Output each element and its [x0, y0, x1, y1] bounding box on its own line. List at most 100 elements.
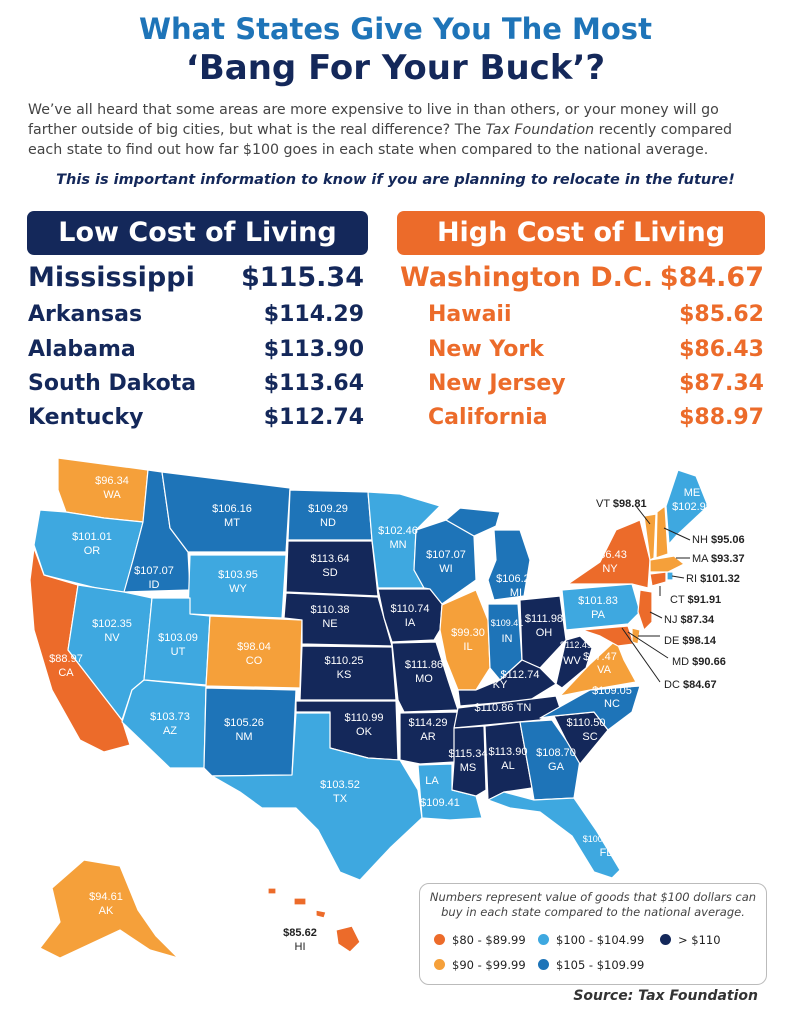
label-AL-abbr: AL — [501, 760, 514, 772]
callout-VT: VT $98.81 — [596, 498, 647, 510]
state-MS — [451, 725, 487, 797]
label-ID-value: $107.07 — [134, 565, 174, 577]
label-TX-value: $103.52 — [320, 779, 360, 791]
state-CA — [29, 547, 131, 753]
label-HI-abbr: HI — [295, 941, 306, 953]
state-MD — [581, 625, 635, 647]
label-WA-abbr: WA — [103, 489, 121, 501]
low-rank-2: Arkansas $114.29 — [28, 302, 364, 330]
callout-NJ: NJ $87.34 — [664, 614, 715, 626]
label-MT-abbr: MT — [224, 517, 240, 529]
state-name: Washington D.C. — [400, 262, 653, 293]
label-IA-abbr: IA — [405, 617, 416, 629]
legend-note: Numbers represent value of goods that $1… — [429, 890, 757, 919]
state-WY — [187, 554, 287, 619]
label-PA-value: $101.83 — [578, 595, 618, 607]
state-value: $87.34 — [679, 371, 764, 396]
high-rank-2: Hawaii $85.62 — [428, 302, 764, 330]
map-legend: Numbers represent value of goods that $1… — [419, 883, 767, 985]
state-VA — [559, 639, 637, 697]
label-AZ-value: $103.73 — [150, 711, 190, 723]
label-TN-abbr: TN — [517, 702, 532, 714]
low-cost-banner: Low Cost of Living — [27, 211, 368, 255]
legend-item-105-109: $105 - $109.99 — [538, 958, 644, 972]
label-IA-value: $110.74 — [391, 603, 430, 615]
label-SC-abbr: SC — [582, 731, 597, 743]
label-OK-abbr: OK — [356, 726, 373, 738]
label-UT-value: $103.09 — [158, 632, 198, 644]
label-UT-abbr: UT — [171, 646, 186, 658]
label-NM-abbr: NM — [235, 731, 252, 743]
label-AK-value: $94.61 — [89, 891, 123, 903]
label-GA-value: $108.70 — [536, 747, 576, 759]
high-cost-banner: High Cost of Living — [397, 211, 765, 255]
label-KS-abbr: KS — [337, 669, 352, 681]
state-value: $114.29 — [263, 302, 364, 327]
label-WV-value: $112.49 — [560, 640, 592, 650]
state-AK — [39, 859, 179, 959]
intro-source: Tax Foundation — [485, 122, 595, 138]
state-value: $84.67 — [659, 262, 764, 293]
label-OH-value: $111.98 — [525, 613, 563, 625]
state-MI — [487, 529, 531, 601]
label-VA-value: $97.47 — [583, 651, 617, 663]
state-name: Kentucky — [28, 405, 144, 430]
state-name: Hawaii — [428, 302, 512, 327]
label-KY-value: $112.74 — [501, 669, 540, 681]
label-NC-abbr: NC — [604, 698, 620, 710]
label-NY-abbr: NY — [602, 563, 618, 575]
label-VA-abbr: VA — [597, 664, 612, 676]
state-MI-upper — [445, 507, 501, 537]
label-OK-value: $110.99 — [345, 712, 384, 724]
label-IL-abbr: IL — [463, 641, 472, 653]
intro-text-2: recently compared each state to find out… — [28, 122, 733, 158]
low-rank-3: Alabama $113.90 — [28, 337, 364, 365]
state-name: New Jersey — [428, 371, 566, 396]
intro-paragraph: We’ve all heard that some areas are more… — [28, 100, 768, 160]
state-TX — [211, 712, 423, 881]
state-IL — [439, 589, 491, 691]
state-value: $113.90 — [263, 337, 364, 362]
state-NH — [655, 505, 669, 559]
label-NE-abbr: NE — [322, 618, 337, 630]
state-NC — [539, 685, 641, 731]
label-MN-value: $102.46 — [378, 525, 418, 537]
label-CA-value: $88.97 — [49, 653, 83, 665]
label-MI-value: $106.27 — [496, 573, 536, 585]
state-OH — [519, 595, 567, 669]
low-rank-1: Mississippi $115.34 — [28, 262, 364, 296]
label-OR-abbr: OR — [84, 545, 101, 557]
title-line-2: ‘Bang For Your Buck’? — [185, 48, 606, 88]
label-AZ-abbr: AZ — [163, 725, 177, 737]
label-NE-value: $110.38 — [311, 604, 350, 616]
state-NJ — [637, 589, 653, 631]
legend-item-80-89: $80 - $89.99 — [434, 933, 526, 947]
label-CA-abbr: CA — [58, 667, 74, 679]
legend-item-100-104: $100 - $104.99 — [538, 933, 644, 947]
high-rank-3: New York $86.43 — [428, 337, 764, 365]
legend-dot — [538, 934, 549, 945]
callout-MD: MD $90.66 — [672, 656, 726, 668]
callout-RI: RI $101.32 — [686, 573, 740, 585]
label-NV-abbr: NV — [104, 632, 120, 644]
label-PA-abbr: PA — [591, 609, 606, 621]
label-LA-abbr: LA — [425, 775, 439, 787]
label-WV-abbr: WV — [563, 655, 581, 667]
label-AR-abbr: AR — [420, 731, 435, 743]
label-FL-abbr: FL — [600, 847, 613, 859]
high-rank-4: New Jersey $87.34 — [428, 371, 764, 399]
label-IL-value: $99.30 — [451, 627, 485, 639]
high-rank-1: Washington D.C. $84.67 — [400, 262, 764, 296]
state-value: $88.97 — [679, 405, 764, 430]
state-name: South Dakota — [28, 371, 197, 396]
label-WY-value: $103.95 — [218, 569, 258, 581]
legend-item-90-99: $90 - $99.99 — [434, 958, 526, 972]
label-NC-value: $109.05 — [592, 685, 632, 697]
state-HI — [335, 925, 361, 953]
label-ND-value: $109.29 — [308, 503, 348, 515]
label-ME-abbr: ME — [684, 487, 701, 499]
label-AR-value: $114.29 — [409, 717, 448, 729]
label-IN-value: $109.41 — [491, 618, 524, 628]
label-ME-value: $102.99 — [672, 501, 712, 513]
legend-dot — [660, 934, 671, 945]
